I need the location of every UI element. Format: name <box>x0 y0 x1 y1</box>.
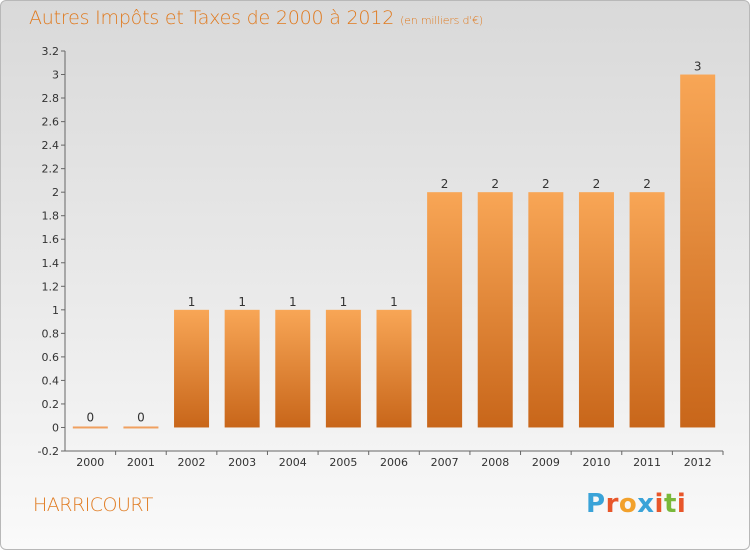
bar-value-label: 1 <box>289 295 297 309</box>
bar <box>123 426 159 429</box>
bar-value-label: 1 <box>238 295 246 309</box>
y-tick-label: 0.4 <box>42 374 60 387</box>
y-tick-label: 1.6 <box>42 233 60 246</box>
y-tick-label: 2.6 <box>42 116 60 129</box>
y-tick-label: 0.6 <box>42 351 60 364</box>
logo-letter: r <box>605 489 619 519</box>
bar-value-label: 0 <box>86 410 94 424</box>
logo-letter: t <box>663 489 677 519</box>
proxiti-logo: Proxiti <box>586 489 686 519</box>
bar-value-label: 2 <box>593 177 601 191</box>
logo-letter: i <box>654 489 664 519</box>
y-tick-label: 0 <box>52 421 59 434</box>
bar <box>680 74 716 428</box>
x-tick-label: 2003 <box>228 456 256 469</box>
bar <box>224 309 260 428</box>
bar <box>72 426 108 429</box>
bar-value-label: 2 <box>643 177 651 191</box>
bar <box>477 192 513 428</box>
bar <box>275 309 311 428</box>
y-tick-label: 3.2 <box>42 45 60 58</box>
y-tick-label: 1.2 <box>42 280 60 293</box>
commune-name: HARRICOURT <box>33 494 153 516</box>
chart-unit: (en milliers d'€) <box>400 14 483 27</box>
x-axis-ticks: 2000 2001 2002 2003 2004 2005 2006 2007 2008 2009… <box>76 451 724 469</box>
chart-title-text: Autres Impôts et Taxes de 2000 à 2012 <box>29 7 395 29</box>
bar-value-label: 1 <box>390 295 398 309</box>
chart-title: Autres Impôts et Taxes de 2000 à 2012 (en… <box>29 7 483 29</box>
x-tick-label: 2007 <box>431 456 459 469</box>
logo-letter: i <box>676 489 687 519</box>
y-tick-label: 2.4 <box>42 139 60 152</box>
bar <box>629 192 665 428</box>
bar-value-label: 0 <box>137 410 145 424</box>
y-tick-label: 2.2 <box>42 163 60 176</box>
y-tick-label: 2.8 <box>42 92 60 105</box>
y-tick-label: 1.8 <box>42 210 60 223</box>
x-tick-label: 2002 <box>178 456 206 469</box>
x-tick-label: 2000 <box>76 456 104 469</box>
x-tick-label: 2010 <box>582 456 610 469</box>
x-tick-label: 2008 <box>481 456 509 469</box>
bar <box>427 192 463 428</box>
y-tick-label: 3 <box>52 69 59 82</box>
bar <box>325 309 361 428</box>
bar <box>528 192 564 428</box>
y-tick-label: 2 <box>52 186 59 199</box>
y-tick-label: 0.8 <box>42 327 60 340</box>
bar <box>578 192 614 428</box>
x-tick-label: 2009 <box>532 456 560 469</box>
bar <box>174 309 210 428</box>
x-tick-label: 2011 <box>633 456 661 469</box>
x-tick-label: 2005 <box>329 456 357 469</box>
chart-axes <box>64 51 723 452</box>
y-tick-label: -0.2 <box>38 445 59 458</box>
x-tick-label: 2012 <box>684 456 712 469</box>
logo-letter: o <box>618 489 638 519</box>
y-tick-label: 0.2 <box>42 398 60 411</box>
logo-letter: x <box>637 489 655 519</box>
y-tick-label: 1.4 <box>42 257 60 270</box>
bar <box>376 309 412 428</box>
y-axis-ticks: -0.2 0 0.2 0.4 0.6 0.8 1 1.2 1.4 1.6 1.8 2 2.2 2.4 2.6… <box>38 45 65 458</box>
bar-value-label: 3 <box>694 60 702 74</box>
bar-value-label: 2 <box>491 177 499 191</box>
bar-value-label: 1 <box>340 295 348 309</box>
x-tick-label: 2006 <box>380 456 408 469</box>
chart-bars: 0 0 1 1 1 1 1 2 2 2 2 2 3 <box>72 60 716 429</box>
bar-value-label: 2 <box>542 177 550 191</box>
y-tick-label: 1 <box>52 304 59 317</box>
x-tick-label: 2001 <box>127 456 155 469</box>
bar-value-label: 2 <box>441 177 449 191</box>
bar-value-label: 1 <box>188 295 196 309</box>
logo-letter: P <box>586 489 606 519</box>
x-tick-label: 2004 <box>279 456 307 469</box>
